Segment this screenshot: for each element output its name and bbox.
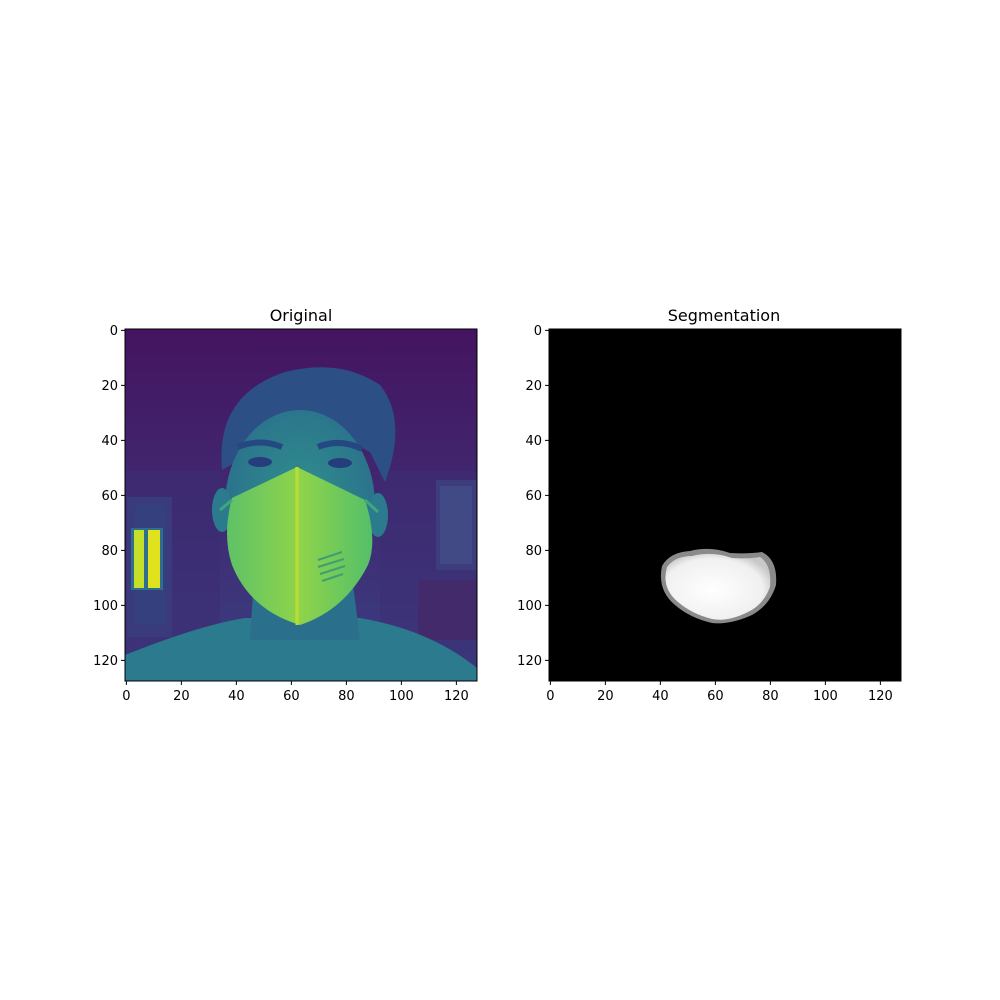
x-tick-label-segmentation: 20 <box>597 689 614 704</box>
axes-frame-original <box>124 328 478 682</box>
x-tick-label-segmentation: 80 <box>762 689 779 704</box>
y-tick-label-segmentation: 60 <box>525 489 542 504</box>
y-tick-label-original: 100 <box>93 599 118 614</box>
panel-title-segmentation: Segmentation <box>668 306 780 325</box>
x-tick-label-original: 0 <box>122 689 130 704</box>
panel-original: Original <box>93 306 478 704</box>
x-tick-label-original: 120 <box>444 689 469 704</box>
y-tick-label-segmentation: 0 <box>534 324 542 339</box>
segmentation-image <box>549 329 901 681</box>
y-tick-label-segmentation: 120 <box>517 654 542 669</box>
x-tick-label-segmentation: 40 <box>652 689 669 704</box>
y-tick-label-segmentation: 20 <box>525 379 542 394</box>
y-tick-label-original: 20 <box>101 379 118 394</box>
x-tick-label-original: 60 <box>283 689 300 704</box>
face-mask <box>227 467 373 625</box>
y-tick-label-original: 40 <box>101 434 118 449</box>
x-tick-label-segmentation: 120 <box>868 689 893 704</box>
x-tick-label-original: 40 <box>228 689 245 704</box>
mask-blob <box>665 553 771 620</box>
panel-title-original: Original <box>270 306 333 325</box>
axes-frame-segmentation <box>548 328 902 682</box>
x-tick-label-original: 80 <box>338 689 355 704</box>
x-tick-label-segmentation: 60 <box>707 689 724 704</box>
x-tick-label-original: 20 <box>173 689 190 704</box>
y-tick-label-original: 60 <box>101 489 118 504</box>
x-tick-label-segmentation: 100 <box>813 689 838 704</box>
x-tick-label-segmentation: 0 <box>546 689 554 704</box>
y-tick-label-original: 80 <box>101 544 118 559</box>
axis-ticks-original: 0 20 40 60 80 100 120 0 20 40 60 80 100 120 <box>93 324 469 704</box>
y-tick-label-segmentation: 80 <box>525 544 542 559</box>
y-tick-label-segmentation: 40 <box>525 434 542 449</box>
x-tick-label-original: 100 <box>389 689 414 704</box>
panel-segmentation: Segmentation 0 20 40 60 80 100 120 0 20 40 60 80 100… <box>517 306 902 704</box>
axis-ticks-segmentation: 0 20 40 60 80 100 120 0 20 40 60 80 100 120 <box>517 324 893 704</box>
y-tick-label-segmentation: 100 <box>517 599 542 614</box>
y-tick-label-original: 120 <box>93 654 118 669</box>
original-image <box>125 329 477 681</box>
y-tick-label-original: 0 <box>110 324 118 339</box>
